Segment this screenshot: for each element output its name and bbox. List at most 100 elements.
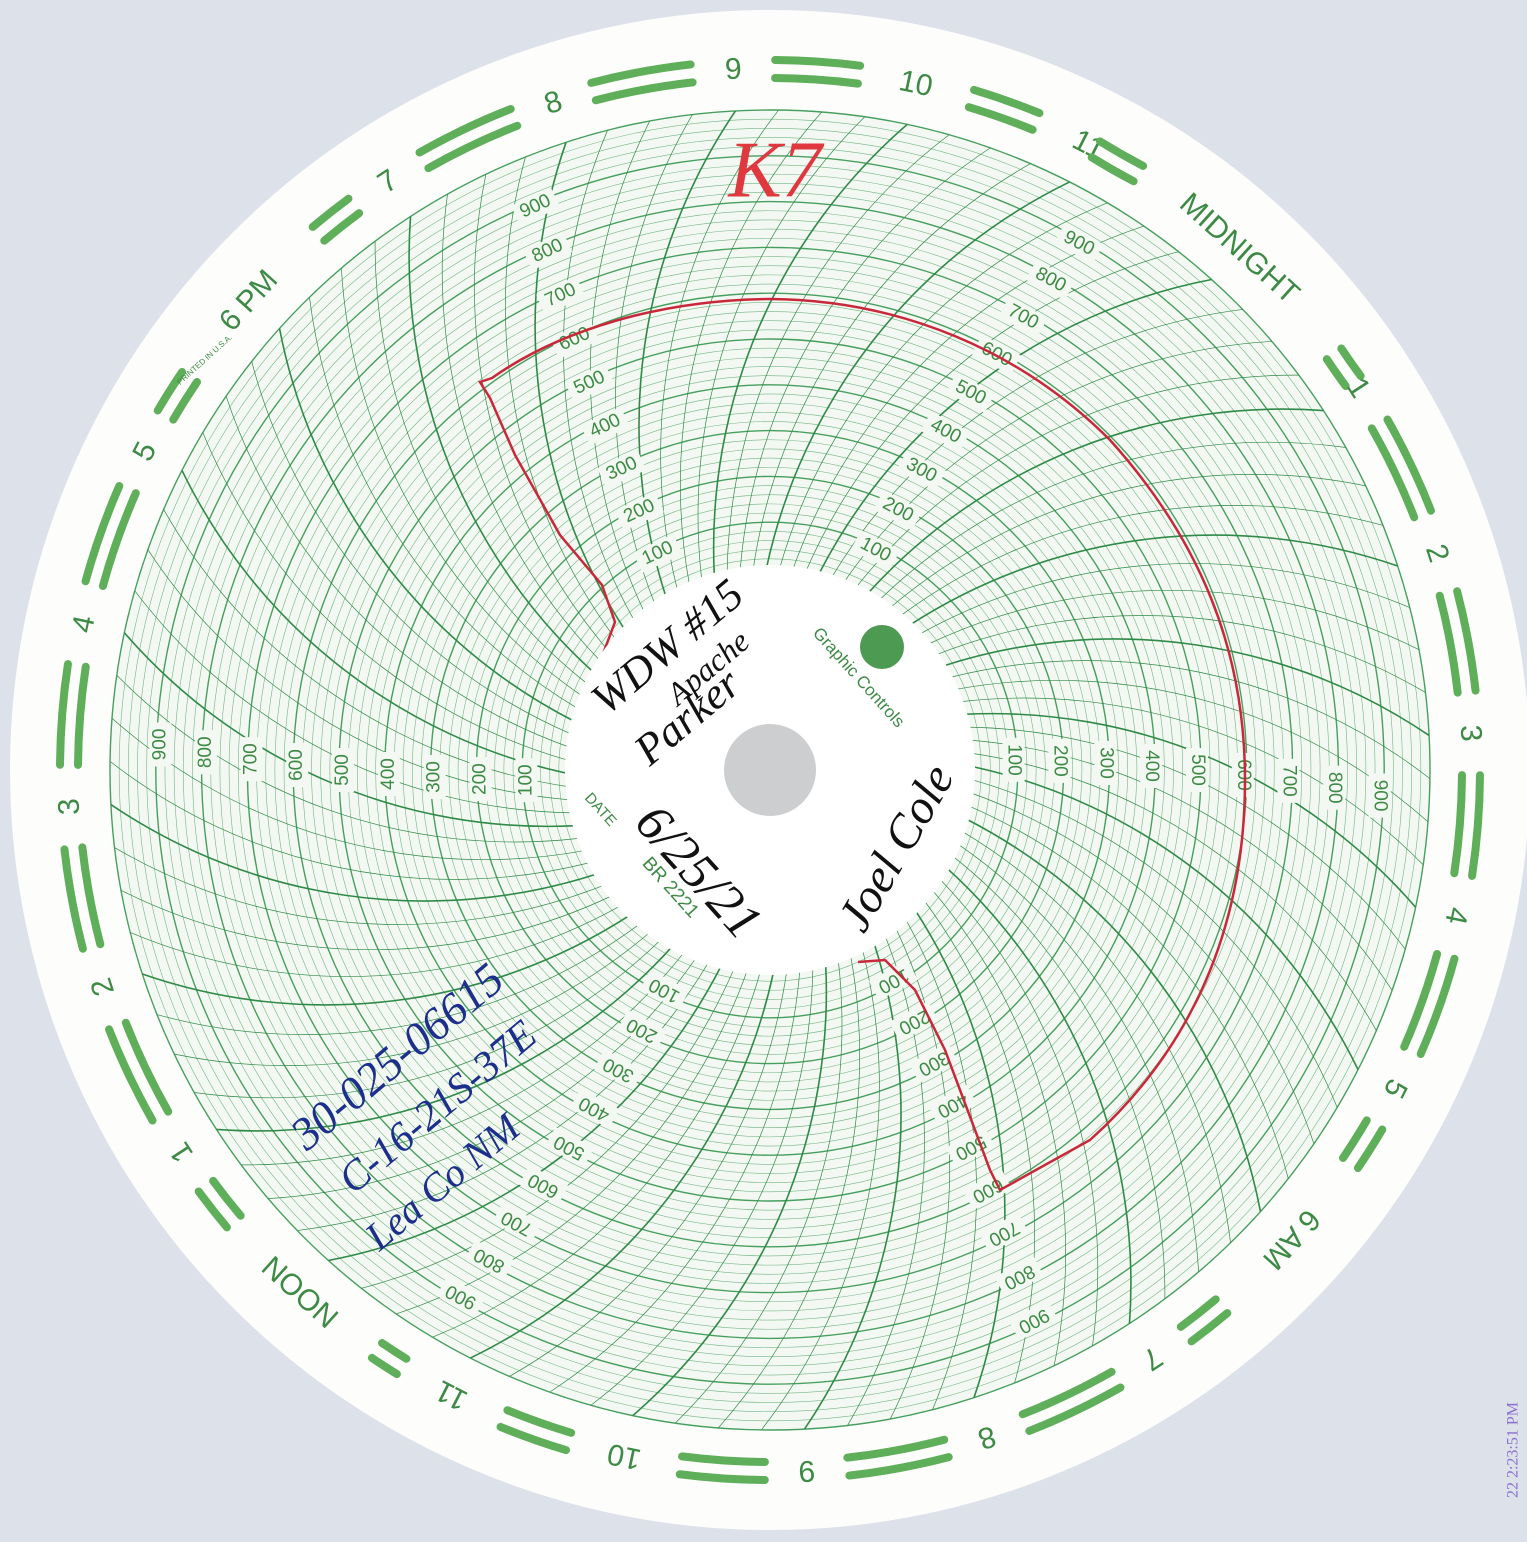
scale-label-bg bbox=[994, 1256, 1044, 1297]
hour-bar bbox=[367, 1353, 401, 1379]
time-line bbox=[225, 396, 570, 748]
time-line bbox=[932, 889, 1066, 1366]
hour-bar bbox=[1435, 591, 1462, 697]
time-line bbox=[549, 969, 801, 1393]
time-line bbox=[632, 964, 828, 1417]
hour-bar bbox=[845, 1453, 953, 1480]
hour-bar bbox=[1453, 587, 1480, 695]
hour-bar bbox=[771, 56, 865, 70]
scale-label-bg bbox=[519, 1165, 569, 1206]
scale-label-bg bbox=[492, 1202, 542, 1243]
hour-bar bbox=[1383, 415, 1435, 515]
hour-bar bbox=[591, 78, 697, 105]
hour-label: 4 bbox=[1438, 904, 1474, 927]
hour-bar bbox=[964, 103, 1037, 134]
time-line bbox=[752, 163, 1031, 569]
hour-bar bbox=[678, 1452, 769, 1466]
hour-bar bbox=[1087, 153, 1138, 186]
time-line bbox=[163, 509, 569, 788]
scale-label-bg bbox=[332, 748, 354, 792]
hour-bar bbox=[1353, 1125, 1387, 1173]
grid-ring bbox=[219, 219, 1321, 1321]
grid-ring bbox=[329, 329, 1211, 1211]
grid-ring bbox=[265, 265, 1275, 1275]
grid-ring bbox=[173, 173, 1367, 1367]
time-line bbox=[968, 805, 1289, 1179]
time-line bbox=[971, 752, 1377, 1031]
grid-ring bbox=[137, 137, 1403, 1403]
scale-label-bg bbox=[633, 534, 683, 573]
logo bbox=[860, 625, 904, 669]
grid-ring bbox=[558, 558, 982, 982]
scale-label-bg bbox=[286, 743, 309, 788]
grid-ring bbox=[146, 146, 1394, 1394]
time-line bbox=[134, 590, 573, 814]
time-line bbox=[967, 726, 1406, 950]
time-line bbox=[309, 297, 578, 709]
scale-label: 600 bbox=[286, 749, 307, 781]
scale-label: 800 bbox=[195, 736, 216, 768]
time-line bbox=[964, 712, 1417, 908]
hour-bar bbox=[320, 209, 364, 245]
time-line bbox=[805, 251, 1179, 572]
scale-label-bg bbox=[1231, 752, 1254, 797]
time-line bbox=[927, 589, 1420, 651]
grid-ring bbox=[357, 357, 1183, 1183]
time-line bbox=[971, 779, 1338, 1108]
time-line bbox=[147, 549, 571, 801]
grid-ring bbox=[182, 182, 1358, 1358]
hour-bar bbox=[1322, 355, 1350, 391]
grid-ring bbox=[109, 109, 1431, 1431]
hour-bar bbox=[1187, 1309, 1232, 1346]
time-line bbox=[914, 909, 1006, 1398]
time-line bbox=[563, 130, 635, 621]
grid-ring bbox=[448, 448, 1092, 1092]
hour-bar bbox=[1018, 1367, 1116, 1419]
scale-label-bg bbox=[564, 363, 615, 403]
hour-bar bbox=[81, 481, 124, 586]
time-line bbox=[942, 638, 1430, 737]
time-line bbox=[470, 971, 775, 1359]
time-line bbox=[202, 432, 569, 761]
center-hole bbox=[724, 724, 816, 816]
grid-ring bbox=[274, 274, 1266, 1266]
time-line bbox=[120, 889, 613, 951]
grid-ring bbox=[466, 466, 1074, 1074]
time-line bbox=[909, 534, 1398, 626]
time-line bbox=[241, 952, 685, 1166]
time-line bbox=[181, 470, 569, 775]
scale-label-bg bbox=[920, 411, 971, 452]
time-line bbox=[216, 946, 673, 1132]
time-line bbox=[441, 194, 601, 661]
scale-label-bg bbox=[569, 1088, 620, 1129]
hour-label: 10 bbox=[896, 64, 936, 103]
scale-label-bg bbox=[945, 1126, 996, 1168]
scale-label: 600 bbox=[1233, 759, 1254, 791]
time-line bbox=[779, 202, 1108, 569]
scale-label: 300 bbox=[424, 761, 445, 793]
grid-ring bbox=[512, 512, 1028, 1028]
hour-bar bbox=[424, 121, 522, 173]
chart-id: K7 bbox=[727, 126, 824, 214]
hour-bar bbox=[1339, 1116, 1371, 1162]
scale-label-bg bbox=[1048, 738, 1071, 783]
scale-label-bg bbox=[1025, 260, 1076, 301]
scale-label-bg bbox=[377, 751, 400, 796]
scale-label: 700 bbox=[1278, 765, 1299, 797]
hour-bar bbox=[415, 105, 515, 157]
grid-ring bbox=[283, 283, 1257, 1257]
scale-label-bg bbox=[194, 730, 217, 775]
scale-label-bg bbox=[1368, 773, 1391, 818]
scale-label-bg bbox=[464, 1239, 515, 1280]
time-line bbox=[660, 109, 779, 591]
time-line bbox=[867, 408, 1324, 594]
time-line bbox=[761, 949, 880, 1431]
time-line bbox=[590, 967, 814, 1406]
scale-label-bg bbox=[868, 960, 918, 1001]
scale-label-bg bbox=[1054, 223, 1104, 264]
scale-label-bg bbox=[594, 1049, 644, 1090]
grid-ring bbox=[421, 421, 1119, 1119]
scale-label-bg bbox=[850, 530, 900, 571]
time-line bbox=[965, 818, 1262, 1212]
